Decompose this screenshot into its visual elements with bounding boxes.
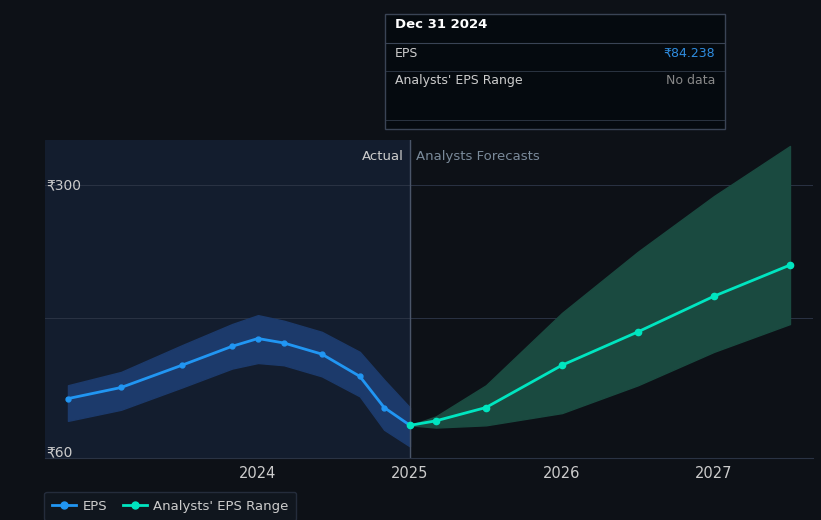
Text: Dec 31 2024: Dec 31 2024: [395, 18, 487, 31]
Text: Actual: Actual: [362, 150, 404, 163]
Text: EPS: EPS: [395, 46, 418, 59]
Bar: [45, 140, 410, 458]
Text: Analysts Forecasts: Analysts Forecasts: [416, 150, 539, 163]
Legend: EPS, Analysts' EPS Range: EPS, Analysts' EPS Range: [44, 491, 296, 520]
Text: ₹300: ₹300: [47, 178, 81, 192]
Text: Analysts' EPS Range: Analysts' EPS Range: [395, 74, 522, 87]
Text: No data: No data: [666, 74, 715, 87]
Text: ₹60: ₹60: [47, 445, 73, 459]
Text: ₹84.238: ₹84.238: [663, 46, 715, 59]
